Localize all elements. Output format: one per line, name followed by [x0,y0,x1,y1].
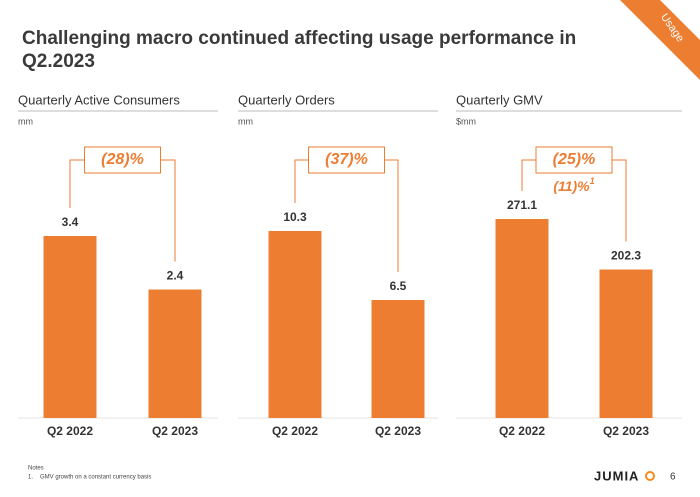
x-tick-label: Q2 2023 [152,424,198,438]
cc-change-value: (11)% [553,178,590,194]
footnote-number: 1. [28,475,33,481]
x-tick-label: Q2 2022 [272,424,318,438]
bracket-right [612,159,627,242]
x-tick-label: Q2 2023 [603,424,649,438]
bar [599,269,653,418]
logo-mark [645,471,655,481]
bar [148,289,202,418]
bar [43,236,97,418]
bar [495,219,549,418]
bracket-right [384,159,399,272]
bar [371,299,425,418]
slide-title: Q2.2023 [22,51,95,72]
unit-label: $mm [456,116,476,126]
change-label: (28)% [101,151,144,168]
corner-tag [620,0,700,80]
bracket-left [69,159,85,208]
unit-label: mm [18,116,33,126]
logo: JUMIA [594,468,639,483]
unit-label: mm [238,116,253,126]
chart-title: Quarterly Active Consumers [18,92,180,107]
data-label: 2.4 [167,269,184,283]
footnote-text: GMV growth on a constant currency basis [40,475,151,481]
cc-change-label: (11)%1 [553,176,594,193]
bar [268,231,322,418]
x-tick-label: Q2 2022 [47,424,93,438]
change-label: (37)% [325,151,368,168]
chart-title: Quarterly Orders [238,92,335,107]
data-label: 202.3 [611,249,641,263]
bracket-right [160,159,176,262]
notes-heading: Notes [28,466,44,472]
slide-title: Challenging macro continued affecting us… [22,28,576,49]
x-tick-label: Q2 2023 [375,424,421,438]
data-label: 3.4 [62,215,79,229]
bracket-left [521,159,536,191]
change-label: (25)% [553,151,596,168]
x-tick-label: Q2 2022 [499,424,545,438]
data-label: 6.5 [390,279,407,293]
data-label: 10.3 [283,210,307,224]
cc-change-note: 1 [590,176,595,186]
page-number: 6 [670,472,676,483]
bracket-left [294,159,309,203]
chart-title: Quarterly GMV [456,92,543,107]
data-label: 271.1 [507,198,537,212]
